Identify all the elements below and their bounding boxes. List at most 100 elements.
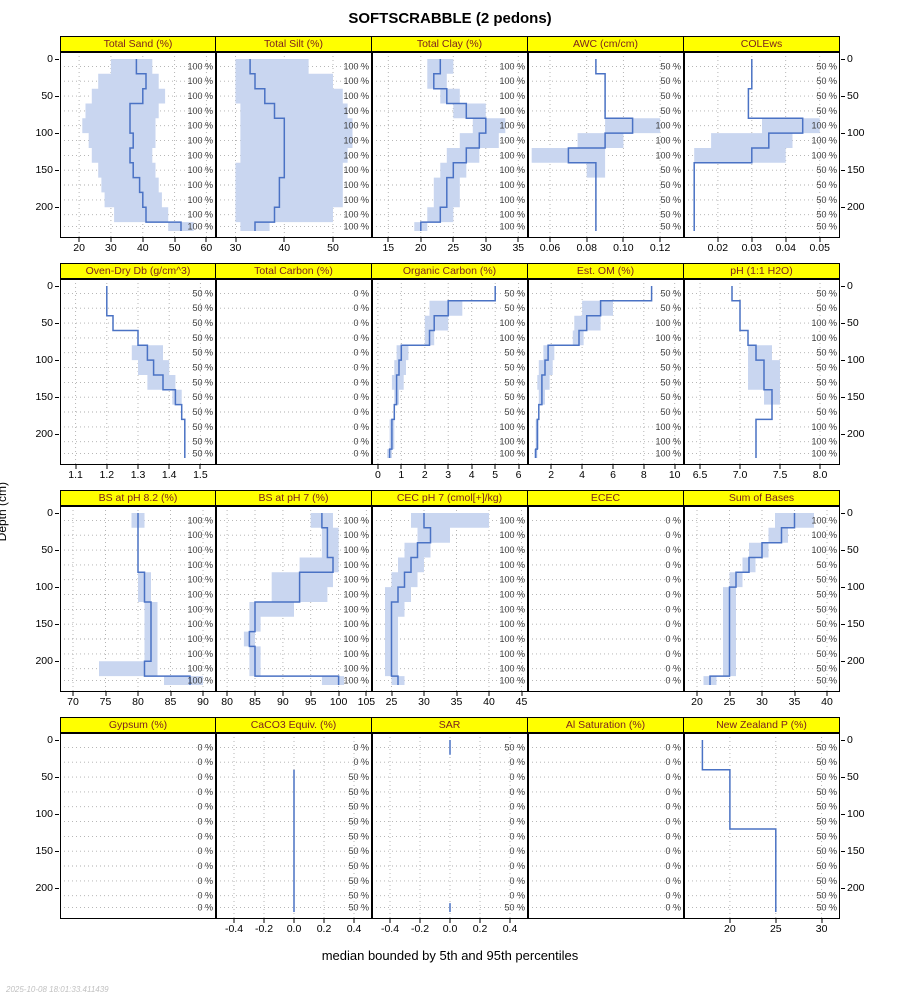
x-tick xyxy=(717,238,719,242)
panel-total-clay: Total Clay (%) 100 % 100 % 100 % 100 % 100 % 1… xyxy=(372,36,528,255)
x-tick-label: 30 xyxy=(229,242,242,254)
depth-tick xyxy=(841,814,845,816)
y-axis-label: Depth (cm) xyxy=(0,482,9,542)
x-tick-label: 3 xyxy=(445,469,452,481)
panel-strip: BS at pH 7 (%) xyxy=(216,490,372,506)
x-tick xyxy=(199,465,201,469)
contributing-fraction-label: 50 % xyxy=(816,817,837,827)
x-axis: 15 20 25 30 35 xyxy=(372,238,528,255)
contributing-fraction-label: 0 % xyxy=(509,772,525,782)
panel-organic-carbon: Organic Carbon (%) 50 % 50 % 100 % 100 % 50 %… xyxy=(372,263,528,482)
contributing-fraction-label: 50 % xyxy=(816,664,837,674)
contributing-fraction-label: 50 % xyxy=(660,180,681,190)
contributing-fraction-label: 0 % xyxy=(197,891,213,901)
depth-axis-right: 0 50 100 150 200 xyxy=(840,490,884,709)
contributing-fraction-label: 50 % xyxy=(816,348,837,358)
panel-colews: COLEws 50 % 50 % 50 % 50 % 100 % 100 % 100 % 50 … xyxy=(684,36,840,255)
contributing-fraction-label: 0 % xyxy=(665,903,681,913)
median-line xyxy=(534,286,653,458)
x-tick xyxy=(72,692,74,696)
x-tick-label: 8.0 xyxy=(812,469,828,481)
x-axis: -0.4 -0.2 0.0 0.2 0.4 xyxy=(372,919,528,936)
panel-total-silt: Total Silt (%) 100 % 100 % 100 % 100 % 100 % 1… xyxy=(216,36,372,255)
contributing-fraction-label: 0 % xyxy=(197,861,213,871)
panel-plot: 100 % 100 % 100 % 100 % 100 % 100 % 100 % 100 %… xyxy=(372,506,528,692)
contributing-fraction-label: 50 % xyxy=(816,634,837,644)
contributing-fraction-label: 50 % xyxy=(816,165,837,175)
contributing-fraction-label: 50 % xyxy=(816,288,837,298)
contributing-fraction-label: 100 % xyxy=(343,222,369,232)
median-line xyxy=(420,59,487,231)
depth-tick xyxy=(841,740,845,741)
contributing-fraction-label: 0 % xyxy=(665,530,681,540)
panel-plot: 50 % 50 % 50 % 50 % 100 % 100 % 100 % 50 % 50 % 5… xyxy=(528,52,684,238)
contributing-fraction-label: 100 % xyxy=(499,619,525,629)
x-tick xyxy=(751,238,753,242)
x-tick-label: -0.2 xyxy=(254,923,274,935)
x-tick-label: 2 xyxy=(421,469,428,481)
contributing-fraction-label: 100 % xyxy=(499,575,525,585)
x-tick-label: 80 xyxy=(132,696,144,708)
x-tick xyxy=(819,238,821,242)
panel-plot: 100 % 100 % 100 % 100 % 100 % 100 % 100 % 100 %… xyxy=(216,52,372,238)
contributing-fraction-label: 100 % xyxy=(655,333,681,343)
depth-tick xyxy=(55,323,59,325)
percentile-band xyxy=(99,513,203,685)
depth-tick-label: 50 xyxy=(847,771,859,784)
depth-tick xyxy=(55,96,59,98)
x-tick-label: 35 xyxy=(512,242,525,254)
contributing-fraction-label: 100 % xyxy=(499,136,525,146)
x-axis: 20 30 40 50 60 xyxy=(60,238,216,255)
panel-strip: Al Saturation (%) xyxy=(528,717,684,733)
x-tick-label: -0.4 xyxy=(224,923,244,935)
contributing-fraction-label: 100 % xyxy=(499,333,525,343)
contributing-fraction-label: 100 % xyxy=(343,195,369,205)
depth-tick xyxy=(55,59,59,60)
contributing-fraction-label: 50 % xyxy=(504,377,525,387)
depth-tick-label: 200 xyxy=(35,655,53,668)
median-line xyxy=(248,513,340,685)
contributing-fraction-label: 50 % xyxy=(660,348,681,358)
x-axis: 1.1 1.2 1.3 1.4 1.5 xyxy=(60,465,216,482)
depth-tick xyxy=(55,434,59,436)
contributing-fraction-label: 100 % xyxy=(343,106,369,116)
x-tick xyxy=(550,465,552,469)
depth-axis-left: 0 50 100 150 200 xyxy=(16,490,60,709)
x-tick xyxy=(447,465,449,469)
contributing-fraction-label: 50 % xyxy=(816,846,837,856)
contributing-fraction-label: 50 % xyxy=(192,422,213,432)
contributing-fraction-label: 100 % xyxy=(343,76,369,86)
panel-total-sand: Total Sand (%) 100 % 100 % 100 % 100 % 100 % 1… xyxy=(60,36,216,255)
x-tick xyxy=(205,238,207,242)
contributing-fraction-label: 50 % xyxy=(816,91,837,101)
x-tick xyxy=(729,919,731,923)
depth-tick-label: 50 xyxy=(847,90,859,103)
contributing-fraction-label: 50 % xyxy=(816,742,837,752)
x-tick xyxy=(235,238,236,242)
depth-tick-label: 0 xyxy=(47,280,53,292)
contributing-fraction-label: 100 % xyxy=(499,165,525,175)
depth-tick-label: 50 xyxy=(41,544,53,557)
x-tick xyxy=(420,238,422,242)
contributing-fraction-label: 0 % xyxy=(353,333,369,343)
depth-tick xyxy=(841,207,845,209)
contributing-fraction-label: 50 % xyxy=(816,757,837,767)
contributing-fraction-label: 100 % xyxy=(343,530,369,540)
contributing-fraction-label: 50 % xyxy=(816,590,837,600)
contributing-fraction-label: 100 % xyxy=(499,649,525,659)
depth-tick-label: 0 xyxy=(847,53,853,65)
depth-tick-label: 50 xyxy=(41,317,53,330)
contributing-fraction-label: 100 % xyxy=(343,676,369,686)
contributing-fraction-label: 0 % xyxy=(197,742,213,752)
x-tick-label: 25 xyxy=(769,923,782,935)
median-line xyxy=(567,59,634,231)
x-tick xyxy=(387,238,389,242)
panel-plot: 0 % 0 % 0 % 0 % 0 % 0 % 0 % 0 % 0 % 0 % 0 % 0 % xyxy=(528,506,684,692)
contributing-fraction-label: 0 % xyxy=(509,891,525,901)
contributing-fraction-label: 0 % xyxy=(665,817,681,827)
panel-row: 0 50 100 150 200 Total Sand (%) 100 % 100 % 100 … xyxy=(16,36,900,255)
x-tick xyxy=(518,465,520,469)
depth-tick xyxy=(841,624,845,626)
x-tick-label: 0.2 xyxy=(472,923,488,935)
panel-strip: Total Carbon (%) xyxy=(216,263,372,279)
